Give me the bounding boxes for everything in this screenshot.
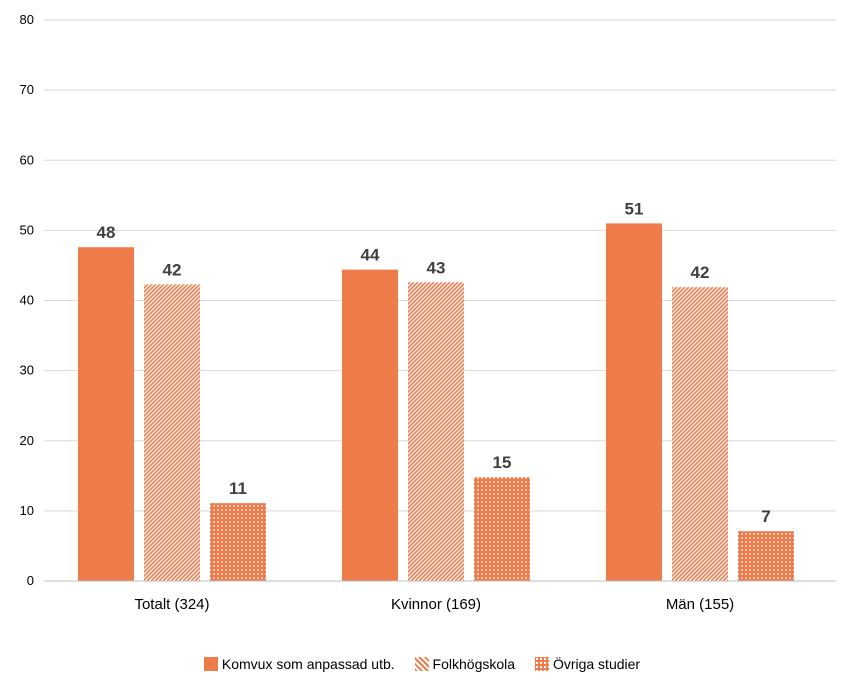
legend-item-ovriga: Övriga studier <box>534 656 641 672</box>
legend-swatch-solid <box>203 657 218 671</box>
bar <box>672 287 728 581</box>
bar <box>408 282 464 581</box>
legend-item-folkhogskola: Folkhögskola <box>414 656 516 672</box>
legend-swatch-diagonal <box>414 657 429 671</box>
y-tick-label: 70 <box>20 82 34 97</box>
data-label: 42 <box>163 260 182 279</box>
y-tick-label: 30 <box>20 363 34 378</box>
bar <box>738 531 794 581</box>
data-label: 44 <box>361 246 380 265</box>
data-label: 7 <box>761 507 770 526</box>
legend-label: Komvux som anpassad utb. <box>221 656 395 672</box>
legend-label: Övriga studier <box>552 656 641 672</box>
y-tick-label: 60 <box>20 152 34 167</box>
bar <box>342 269 398 581</box>
x-axis: Totalt (324) Kvinnor (169) Män (155) <box>44 580 836 613</box>
bar <box>474 477 530 581</box>
data-label: 15 <box>493 453 512 472</box>
y-tick-label: 20 <box>20 433 34 448</box>
data-label: 11 <box>229 479 247 498</box>
y-tick-label: 10 <box>20 503 34 518</box>
x-tick-label: Totalt (324) <box>134 596 209 613</box>
y-tick-label: 0 <box>27 573 34 588</box>
bar <box>606 223 662 582</box>
legend-label: Folkhögskola <box>432 656 516 672</box>
bar <box>144 284 200 581</box>
bar <box>78 247 134 581</box>
legend: Komvux som anpassad utb. Folkhögskola Öv… <box>0 656 844 674</box>
data-labels: 48 42 11 44 43 15 51 42 7 <box>97 199 771 526</box>
y-tick-label: 50 <box>20 222 34 237</box>
bars <box>78 223 794 582</box>
y-axis: 0 10 20 30 40 50 60 70 80 <box>20 12 34 588</box>
x-tick-label: Kvinnor (169) <box>391 596 481 613</box>
data-label: 43 <box>427 258 446 277</box>
x-tick-label: Män (155) <box>666 596 734 613</box>
data-label: 42 <box>691 263 710 282</box>
bar <box>210 503 266 581</box>
legend-swatch-dots <box>534 657 549 671</box>
data-label: 51 <box>625 199 644 218</box>
data-label: 48 <box>97 223 116 242</box>
y-tick-label: 80 <box>20 12 34 27</box>
legend-item-komvux: Komvux som anpassad utb. <box>203 656 395 672</box>
y-tick-label: 40 <box>20 293 34 308</box>
